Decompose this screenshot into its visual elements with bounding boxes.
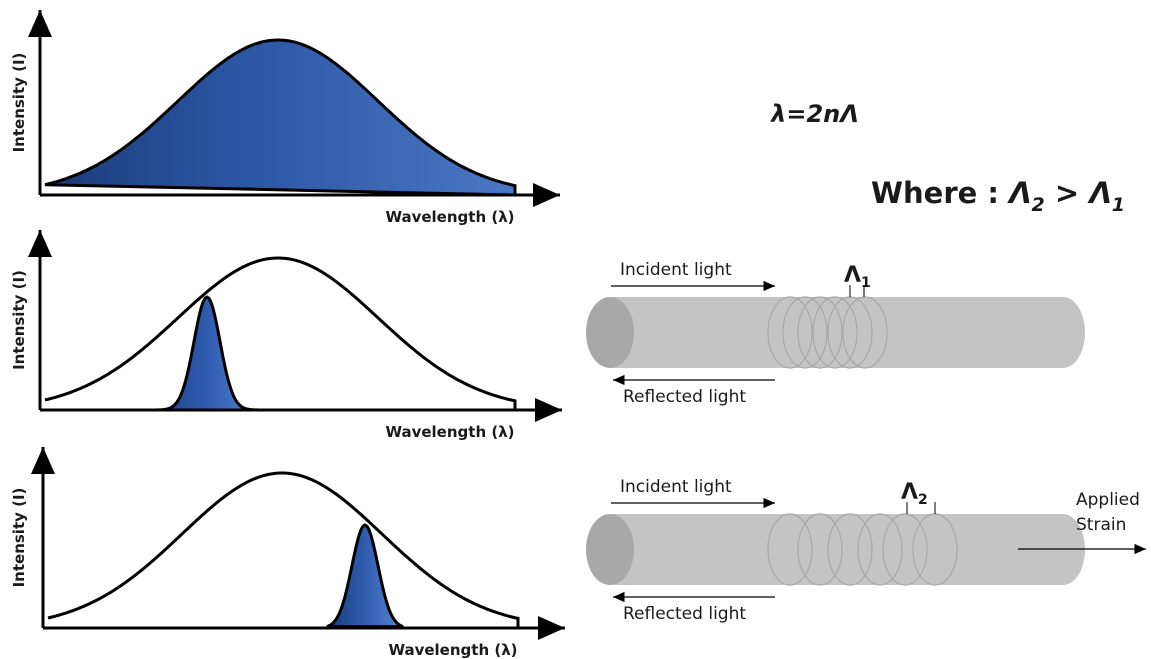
subscript: 2	[1032, 194, 1045, 216]
reflected-label: Reflected light	[623, 604, 746, 624]
spectrum	[44, 38, 517, 197]
incident-label: Incident light	[620, 477, 732, 497]
fiber-end	[586, 514, 634, 585]
grating	[767, 296, 813, 369]
incident-label: Incident light	[620, 260, 732, 280]
grating	[767, 513, 813, 586]
subscript: 2	[918, 492, 928, 508]
grating	[782, 296, 828, 369]
y-axis-label: Intensity (I)	[10, 53, 28, 153]
fiber	[610, 297, 1085, 368]
where-label: Where :	[871, 176, 999, 210]
y-axis-label: Intensity (I)	[10, 270, 28, 370]
where-text: Where : Λ2 > Λ1	[871, 176, 1125, 218]
spectrum	[44, 256, 517, 410]
fiber	[610, 514, 1085, 585]
strain-label: Applied	[1076, 490, 1140, 510]
lambda: Λ	[844, 263, 861, 288]
x-axis-label: Wavelength (λ)	[385, 423, 514, 441]
y-axis-label: Intensity (I)	[10, 488, 28, 588]
grating	[857, 513, 903, 586]
grating	[827, 513, 873, 586]
subscript: 1	[861, 275, 871, 291]
subscript: 1	[1112, 194, 1125, 216]
operator: >	[1055, 176, 1079, 210]
grating	[812, 296, 858, 369]
grating	[797, 513, 843, 586]
reflected-label: Reflected light	[623, 387, 746, 407]
grating	[882, 513, 928, 586]
grating	[797, 296, 843, 369]
x-axis-label: Wavelength (λ)	[385, 208, 514, 226]
lambda: Λ	[901, 480, 918, 505]
lambda: Λ	[1007, 176, 1031, 210]
period-label: Λ1	[844, 263, 871, 291]
equation: λ=2nΛ	[769, 100, 859, 128]
lambda: Λ	[1087, 176, 1111, 210]
period-label: Λ2	[901, 480, 928, 508]
strain-label: Strain	[1076, 515, 1126, 535]
x-axis-label: Wavelength (λ)	[388, 641, 517, 659]
grating	[842, 296, 888, 369]
reflected-peak	[149, 295, 265, 412]
reflected-peak	[326, 523, 404, 629]
spectrum	[47, 471, 520, 628]
fiber-end	[586, 297, 634, 368]
